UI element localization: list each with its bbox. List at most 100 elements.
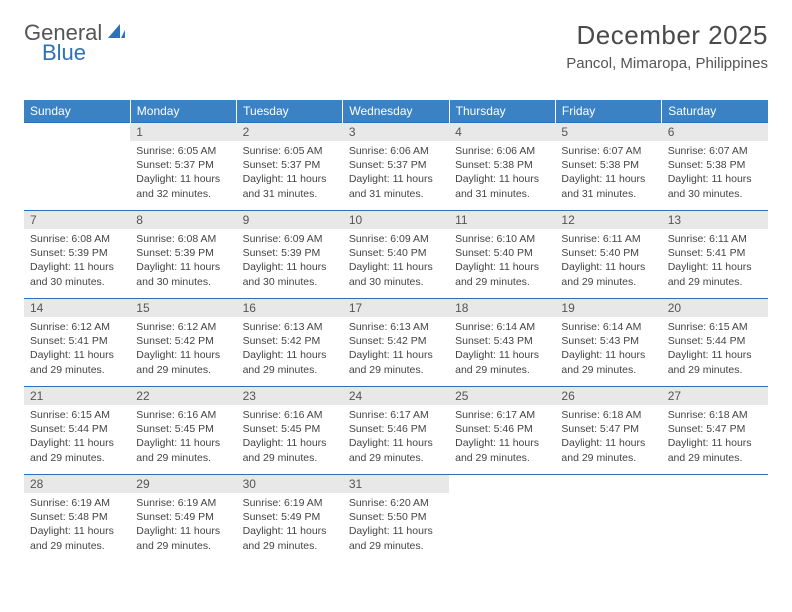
logo-text-blue: Blue (42, 40, 86, 65)
calendar-week-row: 21Sunrise: 6:15 AMSunset: 5:44 PMDayligh… (24, 387, 768, 475)
calendar-day-cell: 23Sunrise: 6:16 AMSunset: 5:45 PMDayligh… (237, 387, 343, 475)
day-number: 23 (237, 387, 343, 405)
calendar-day-cell: 28Sunrise: 6:19 AMSunset: 5:48 PMDayligh… (24, 475, 130, 563)
day-details: Sunrise: 6:07 AMSunset: 5:38 PMDaylight:… (555, 141, 661, 205)
day-number: 14 (24, 299, 130, 317)
day-number: 28 (24, 475, 130, 493)
day-details: Sunrise: 6:12 AMSunset: 5:41 PMDaylight:… (24, 317, 130, 381)
calendar-day-cell: 1Sunrise: 6:05 AMSunset: 5:37 PMDaylight… (130, 123, 236, 211)
day-details: Sunrise: 6:14 AMSunset: 5:43 PMDaylight:… (555, 317, 661, 381)
day-details: Sunrise: 6:08 AMSunset: 5:39 PMDaylight:… (130, 229, 236, 293)
day-details: Sunrise: 6:19 AMSunset: 5:49 PMDaylight:… (130, 493, 236, 557)
calendar-day-cell: 19Sunrise: 6:14 AMSunset: 5:43 PMDayligh… (555, 299, 661, 387)
day-number: 29 (130, 475, 236, 493)
calendar-week-row: 14Sunrise: 6:12 AMSunset: 5:41 PMDayligh… (24, 299, 768, 387)
weekday-header: Sunday (24, 100, 130, 123)
day-details: Sunrise: 6:18 AMSunset: 5:47 PMDaylight:… (662, 405, 768, 469)
calendar-day-cell (449, 475, 555, 563)
calendar-day-cell: 14Sunrise: 6:12 AMSunset: 5:41 PMDayligh… (24, 299, 130, 387)
calendar-week-row: 28Sunrise: 6:19 AMSunset: 5:48 PMDayligh… (24, 475, 768, 563)
calendar-day-cell: 3Sunrise: 6:06 AMSunset: 5:37 PMDaylight… (343, 123, 449, 211)
day-number: 11 (449, 211, 555, 229)
weekday-header: Friday (555, 100, 661, 123)
day-number: 15 (130, 299, 236, 317)
day-details: Sunrise: 6:18 AMSunset: 5:47 PMDaylight:… (555, 405, 661, 469)
day-details: Sunrise: 6:13 AMSunset: 5:42 PMDaylight:… (343, 317, 449, 381)
day-number: 9 (237, 211, 343, 229)
calendar-day-cell: 8Sunrise: 6:08 AMSunset: 5:39 PMDaylight… (130, 211, 236, 299)
day-details: Sunrise: 6:12 AMSunset: 5:42 PMDaylight:… (130, 317, 236, 381)
day-number: 22 (130, 387, 236, 405)
day-number: 25 (449, 387, 555, 405)
calendar-day-cell: 25Sunrise: 6:17 AMSunset: 5:46 PMDayligh… (449, 387, 555, 475)
day-number: 16 (237, 299, 343, 317)
calendar-day-cell: 15Sunrise: 6:12 AMSunset: 5:42 PMDayligh… (130, 299, 236, 387)
day-number: 21 (24, 387, 130, 405)
day-details: Sunrise: 6:17 AMSunset: 5:46 PMDaylight:… (449, 405, 555, 469)
day-details: Sunrise: 6:16 AMSunset: 5:45 PMDaylight:… (130, 405, 236, 469)
weekday-header: Thursday (449, 100, 555, 123)
day-number: 1 (130, 123, 236, 141)
calendar-day-cell: 9Sunrise: 6:09 AMSunset: 5:39 PMDaylight… (237, 211, 343, 299)
calendar-day-cell: 21Sunrise: 6:15 AMSunset: 5:44 PMDayligh… (24, 387, 130, 475)
day-number: 24 (343, 387, 449, 405)
day-number: 27 (662, 387, 768, 405)
calendar-day-cell (24, 123, 130, 211)
calendar-day-cell: 30Sunrise: 6:19 AMSunset: 5:49 PMDayligh… (237, 475, 343, 563)
day-details: Sunrise: 6:19 AMSunset: 5:49 PMDaylight:… (237, 493, 343, 557)
day-number: 5 (555, 123, 661, 141)
calendar-day-cell: 31Sunrise: 6:20 AMSunset: 5:50 PMDayligh… (343, 475, 449, 563)
weekday-header: Saturday (662, 100, 768, 123)
day-details: Sunrise: 6:17 AMSunset: 5:46 PMDaylight:… (343, 405, 449, 469)
day-number: 20 (662, 299, 768, 317)
title-block: December 2025 Pancol, Mimaropa, Philippi… (566, 20, 768, 72)
day-number: 13 (662, 211, 768, 229)
calendar-week-row: 1Sunrise: 6:05 AMSunset: 5:37 PMDaylight… (24, 123, 768, 211)
calendar-day-cell: 2Sunrise: 6:05 AMSunset: 5:37 PMDaylight… (237, 123, 343, 211)
calendar-body: 1Sunrise: 6:05 AMSunset: 5:37 PMDaylight… (24, 123, 768, 563)
day-details: Sunrise: 6:16 AMSunset: 5:45 PMDaylight:… (237, 405, 343, 469)
day-number: 31 (343, 475, 449, 493)
day-details: Sunrise: 6:11 AMSunset: 5:41 PMDaylight:… (662, 229, 768, 293)
calendar-day-cell (662, 475, 768, 563)
location-text: Pancol, Mimaropa, Philippines (566, 55, 768, 72)
day-details: Sunrise: 6:14 AMSunset: 5:43 PMDaylight:… (449, 317, 555, 381)
logo-blue-wrap: Blue (24, 40, 86, 66)
header: General December 2025 Pancol, Mimaropa, … (24, 20, 768, 72)
day-number: 12 (555, 211, 661, 229)
day-number: 19 (555, 299, 661, 317)
calendar-day-cell: 17Sunrise: 6:13 AMSunset: 5:42 PMDayligh… (343, 299, 449, 387)
calendar-day-cell: 26Sunrise: 6:18 AMSunset: 5:47 PMDayligh… (555, 387, 661, 475)
day-details: Sunrise: 6:13 AMSunset: 5:42 PMDaylight:… (237, 317, 343, 381)
weekday-header: Monday (130, 100, 236, 123)
day-number: 26 (555, 387, 661, 405)
calendar-day-cell: 6Sunrise: 6:07 AMSunset: 5:38 PMDaylight… (662, 123, 768, 211)
calendar-day-cell: 10Sunrise: 6:09 AMSunset: 5:40 PMDayligh… (343, 211, 449, 299)
day-number: 6 (662, 123, 768, 141)
weekday-header: Tuesday (237, 100, 343, 123)
calendar-day-cell: 13Sunrise: 6:11 AMSunset: 5:41 PMDayligh… (662, 211, 768, 299)
calendar-day-cell: 16Sunrise: 6:13 AMSunset: 5:42 PMDayligh… (237, 299, 343, 387)
day-details: Sunrise: 6:07 AMSunset: 5:38 PMDaylight:… (662, 141, 768, 205)
day-details: Sunrise: 6:20 AMSunset: 5:50 PMDaylight:… (343, 493, 449, 557)
calendar-day-cell: 20Sunrise: 6:15 AMSunset: 5:44 PMDayligh… (662, 299, 768, 387)
day-details: Sunrise: 6:06 AMSunset: 5:38 PMDaylight:… (449, 141, 555, 205)
day-details: Sunrise: 6:15 AMSunset: 5:44 PMDaylight:… (24, 405, 130, 469)
day-details: Sunrise: 6:15 AMSunset: 5:44 PMDaylight:… (662, 317, 768, 381)
day-number: 7 (24, 211, 130, 229)
calendar-day-cell: 22Sunrise: 6:16 AMSunset: 5:45 PMDayligh… (130, 387, 236, 475)
day-number: 10 (343, 211, 449, 229)
weekday-header-row: SundayMondayTuesdayWednesdayThursdayFrid… (24, 100, 768, 123)
calendar-day-cell (555, 475, 661, 563)
day-details: Sunrise: 6:05 AMSunset: 5:37 PMDaylight:… (237, 141, 343, 205)
day-number: 2 (237, 123, 343, 141)
calendar-day-cell: 27Sunrise: 6:18 AMSunset: 5:47 PMDayligh… (662, 387, 768, 475)
day-details: Sunrise: 6:09 AMSunset: 5:39 PMDaylight:… (237, 229, 343, 293)
day-number: 8 (130, 211, 236, 229)
page-title: December 2025 (566, 20, 768, 51)
day-details: Sunrise: 6:10 AMSunset: 5:40 PMDaylight:… (449, 229, 555, 293)
calendar-table: SundayMondayTuesdayWednesdayThursdayFrid… (24, 100, 768, 563)
day-number: 18 (449, 299, 555, 317)
day-number: 17 (343, 299, 449, 317)
day-details: Sunrise: 6:11 AMSunset: 5:40 PMDaylight:… (555, 229, 661, 293)
